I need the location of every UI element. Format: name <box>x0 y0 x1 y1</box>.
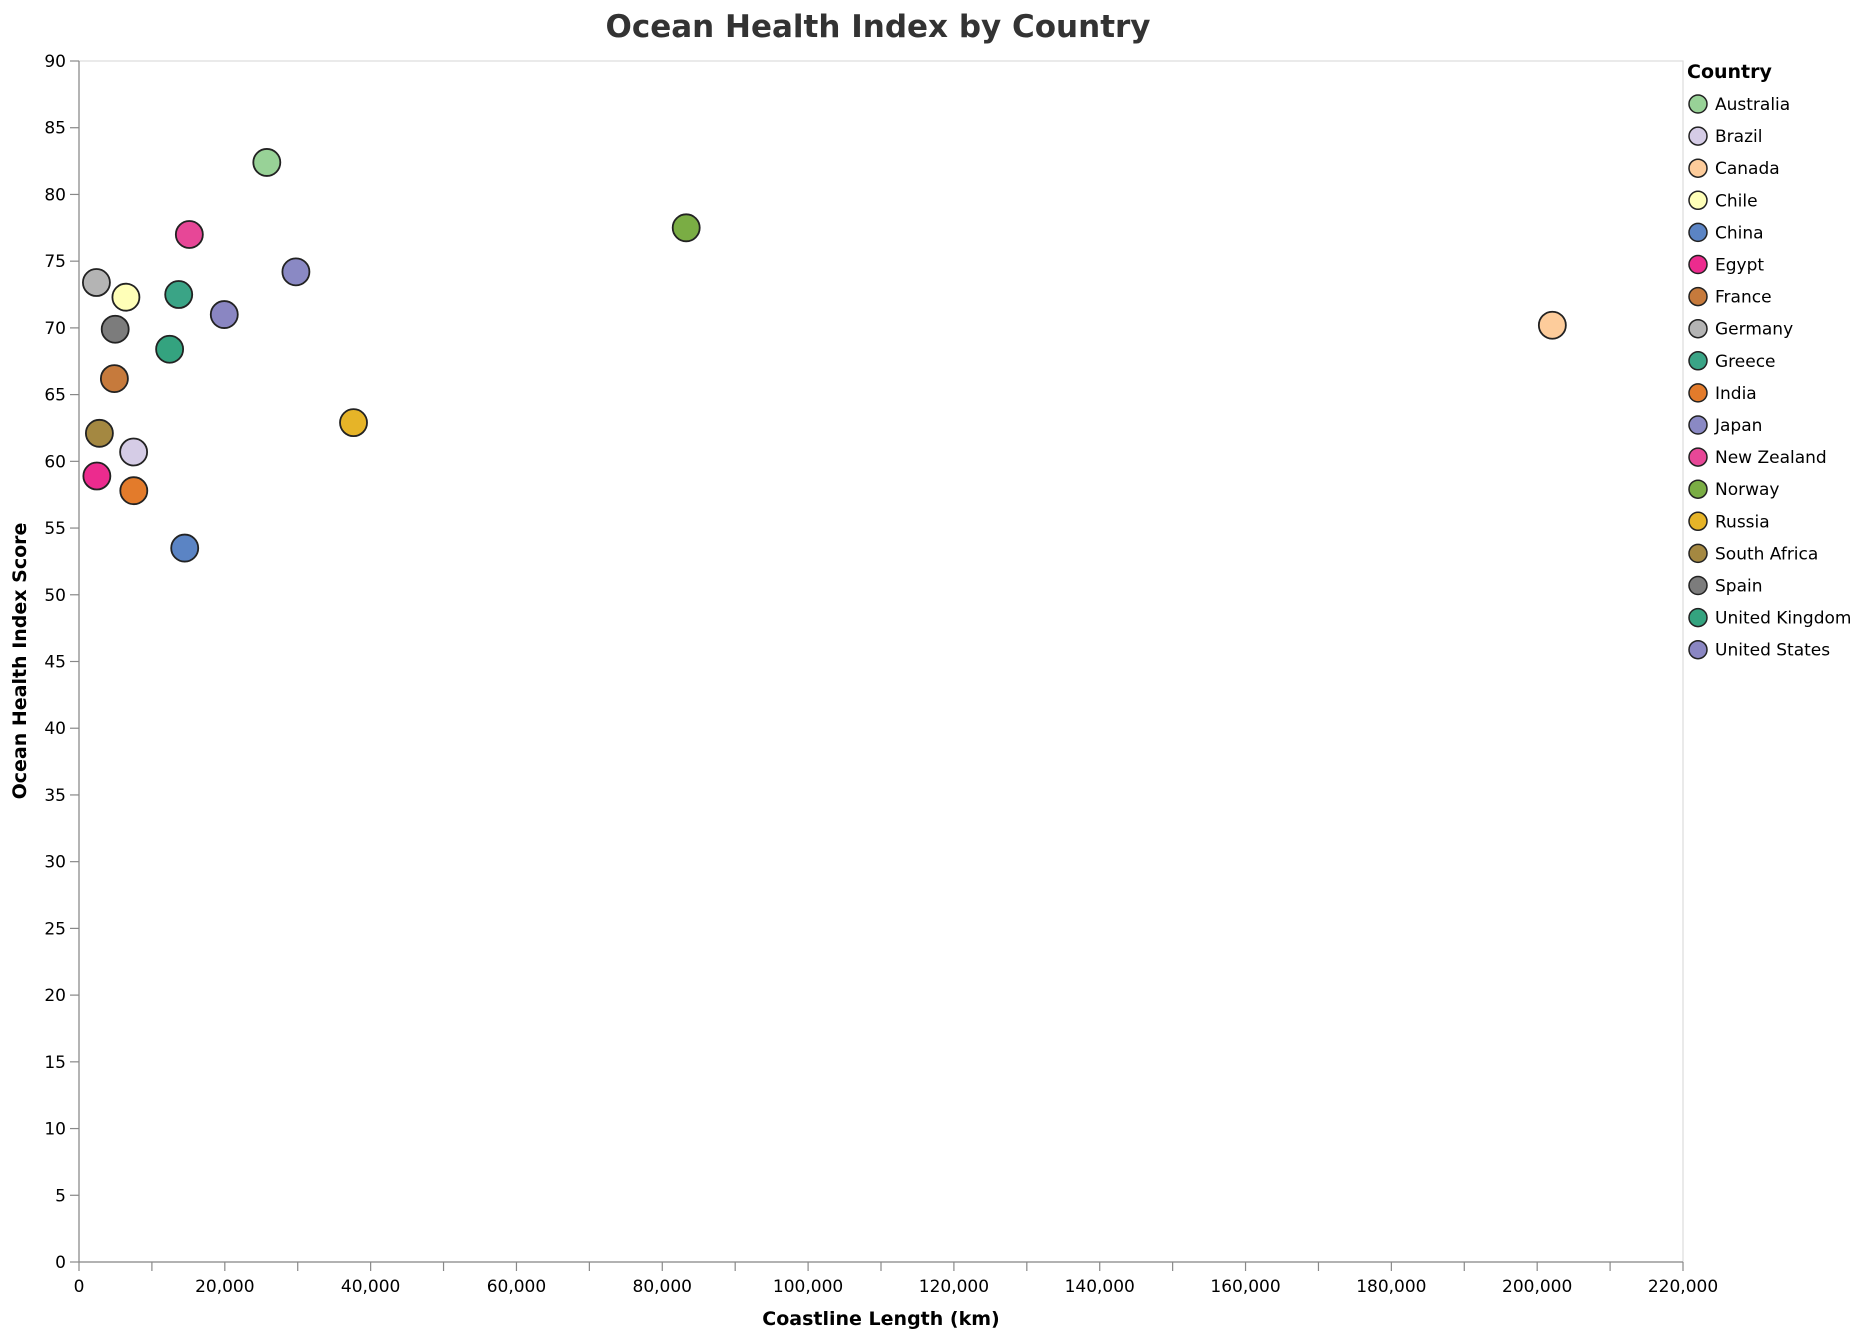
y-tick-label: 75 <box>44 252 66 272</box>
x-tick-label: 200,000 <box>1502 1277 1572 1297</box>
legend: Country Australia Brazil Canada Chile China E… <box>1687 61 1851 661</box>
legend-swatch-spain <box>1688 575 1708 596</box>
y-tick-label: 0 <box>55 1253 66 1273</box>
legend-label-brazil: Brazil <box>1715 127 1762 147</box>
data-point-new-zealand <box>174 220 204 249</box>
legend-label-russia: Russia <box>1715 512 1770 532</box>
legend-label-united-kingdom: United Kingdom <box>1715 609 1851 629</box>
x-tick-label: 120,000 <box>919 1277 989 1297</box>
y-tick-label: 20 <box>44 986 66 1006</box>
chart-title: Ocean Health Index by Country <box>605 9 1150 45</box>
y-tick-label: 85 <box>44 119 66 139</box>
legend-swatch-egypt <box>1688 254 1708 275</box>
x-tick-label: 0 <box>74 1277 85 1297</box>
y-tick-label: 45 <box>44 653 66 673</box>
data-point-canada <box>1537 310 1567 340</box>
legend-label-greece: Greece <box>1715 352 1776 372</box>
x-tick-label: 20,000 <box>195 1277 254 1297</box>
x-axis-ticks: 0 20,000 40,000 60,000 80,000 100,000 120,000 1… <box>74 1262 1718 1297</box>
legend-swatch-united-kingdom <box>1688 607 1708 628</box>
legend-label-germany: Germany <box>1715 320 1793 340</box>
legend-swatch-new-zealand <box>1688 447 1708 467</box>
data-point-china <box>170 533 200 563</box>
y-tick-label: 90 <box>44 52 66 72</box>
legend-title: Country <box>1687 61 1773 83</box>
legend-swatch-france <box>1688 286 1708 307</box>
legend-label-new-zealand: New Zealand <box>1715 448 1827 468</box>
data-point-united-states <box>209 300 239 329</box>
x-tick-label: 160,000 <box>1210 1277 1280 1297</box>
legend-swatch-brazil <box>1688 126 1708 146</box>
plot-frame <box>78 60 1684 1263</box>
legend-label-canada: Canada <box>1715 159 1780 179</box>
y-tick-label: 15 <box>44 1053 66 1073</box>
legend-swatch-norway <box>1688 479 1708 499</box>
legend-label-chile: Chile <box>1715 191 1758 211</box>
y-tick-label: 70 <box>44 319 66 339</box>
x-axis-title: Coastline Length (km) <box>762 1308 999 1330</box>
data-point-japan <box>281 257 311 287</box>
y-tick-label: 40 <box>44 719 66 739</box>
y-tick-label: 55 <box>44 519 66 539</box>
data-point-brazil <box>119 437 149 467</box>
legend-swatch-australia <box>1688 94 1708 114</box>
y-tick-label: 5 <box>55 1186 66 1206</box>
legend-label-france: France <box>1715 288 1772 308</box>
legend-swatch-canada <box>1688 158 1708 178</box>
y-axis-title: Ocean Health Index Score <box>9 523 31 800</box>
data-point-chile <box>111 282 141 312</box>
data-point-france <box>99 364 129 393</box>
y-tick-label: 25 <box>44 919 66 939</box>
x-tick-label: 60,000 <box>487 1277 546 1297</box>
data-point-russia <box>339 408 368 438</box>
data-point-greece <box>164 280 194 309</box>
legend-label-australia: Australia <box>1715 95 1790 115</box>
legend-swatch-japan <box>1688 415 1708 435</box>
legend-label-japan: Japan <box>1714 416 1762 436</box>
legend-items: Australia Brazil Canada Chile China Egypt Fran… <box>1688 94 1851 661</box>
data-point-germany <box>82 268 111 297</box>
legend-label-spain: Spain <box>1715 577 1763 597</box>
legend-swatch-greece <box>1688 351 1708 371</box>
y-tick-label: 50 <box>44 586 66 606</box>
data-point-egypt <box>82 461 112 491</box>
points-layer <box>82 148 1567 563</box>
legend-swatch-germany <box>1688 318 1708 339</box>
legend-label-egypt: Egypt <box>1715 256 1764 276</box>
legend-swatch-russia <box>1688 511 1708 532</box>
x-tick-label: 40,000 <box>341 1277 400 1297</box>
x-tick-label: 140,000 <box>1065 1277 1135 1297</box>
data-point-australia <box>252 148 282 177</box>
legend-label-china: China <box>1715 223 1764 243</box>
data-point-spain <box>100 314 130 344</box>
legend-label-india: India <box>1715 384 1757 404</box>
legend-label-south-africa: South Africa <box>1715 544 1818 564</box>
x-tick-label: 180,000 <box>1356 1277 1426 1297</box>
y-tick-label: 30 <box>44 853 66 873</box>
legend-swatch-south-africa <box>1688 543 1708 564</box>
data-point-india <box>119 476 149 506</box>
legend-swatch-india <box>1688 383 1708 403</box>
y-tick-label: 35 <box>44 786 66 806</box>
y-tick-label: 60 <box>44 452 66 472</box>
legend-swatch-united-states <box>1688 639 1708 660</box>
y-tick-label: 10 <box>44 1120 66 1140</box>
legend-label-norway: Norway <box>1715 480 1780 500</box>
data-point-norway <box>671 213 701 243</box>
x-tick-label: 80,000 <box>633 1277 692 1297</box>
data-point-south-africa <box>84 418 114 448</box>
x-tick-label: 100,000 <box>773 1277 843 1297</box>
x-tick-label: 220,000 <box>1648 1277 1718 1297</box>
y-tick-label: 80 <box>44 185 66 205</box>
legend-swatch-chile <box>1688 190 1708 211</box>
legend-label-united-states: United States <box>1715 641 1830 661</box>
y-axis-ticks: 0 5 10 15 20 25 30 35 40 45 50 55 60 65 70 75 80 85 90 <box>44 52 79 1273</box>
legend-swatch-china <box>1688 222 1708 243</box>
y-tick-label: 65 <box>44 386 66 406</box>
data-point-united-kingdom <box>155 334 185 364</box>
